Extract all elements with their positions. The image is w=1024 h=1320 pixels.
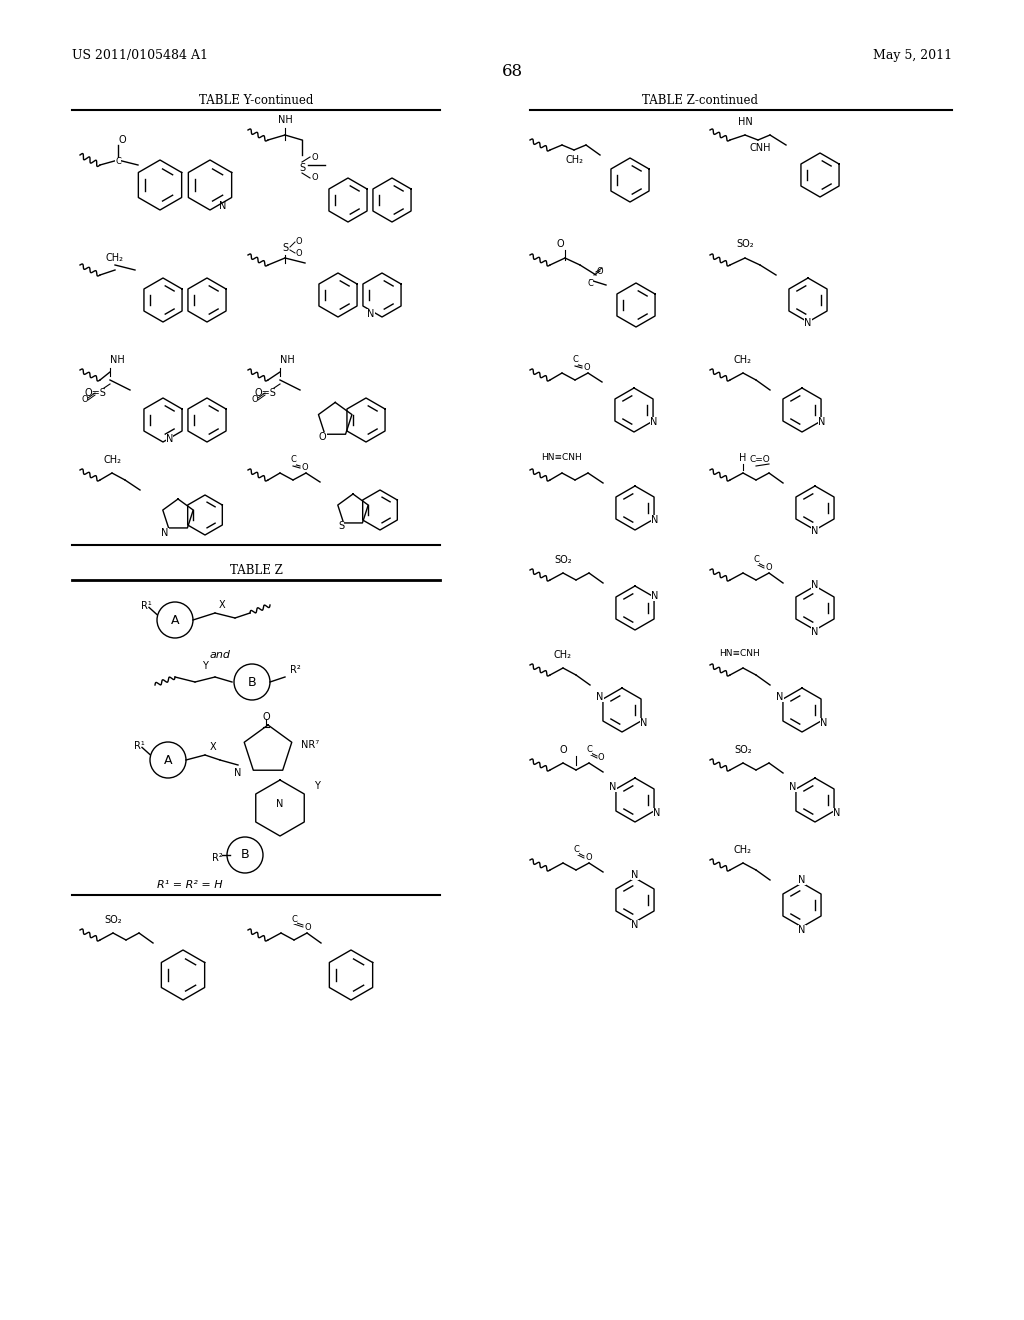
Text: N: N: [818, 417, 825, 426]
Text: N: N: [799, 875, 806, 884]
Text: R²: R²: [290, 665, 301, 675]
Text: O: O: [312, 173, 318, 182]
Text: C: C: [291, 915, 297, 924]
Text: R¹: R¹: [141, 601, 152, 611]
Text: N: N: [368, 309, 375, 318]
Text: X: X: [210, 742, 216, 752]
Text: N: N: [820, 718, 827, 727]
Text: S: S: [282, 243, 288, 253]
Text: A: A: [171, 614, 179, 627]
Text: B: B: [248, 676, 256, 689]
Text: H: H: [739, 453, 746, 463]
Text: N: N: [596, 693, 604, 702]
Text: and: and: [210, 649, 230, 660]
Text: N: N: [776, 693, 783, 702]
Text: S: S: [338, 521, 344, 531]
Text: O: O: [262, 711, 269, 722]
Text: R¹ = R² = H: R¹ = R² = H: [158, 880, 223, 890]
Text: TABLE Z-continued: TABLE Z-continued: [642, 94, 758, 107]
Text: CH₂: CH₂: [103, 455, 121, 465]
Text: C: C: [115, 157, 121, 166]
Text: May 5, 2011: May 5, 2011: [872, 49, 952, 62]
Text: N: N: [651, 591, 658, 602]
Text: HN: HN: [737, 117, 753, 127]
Text: C: C: [753, 556, 759, 565]
Text: C: C: [587, 280, 593, 289]
Text: O=S: O=S: [84, 388, 105, 399]
Text: N: N: [799, 925, 806, 936]
Text: B: B: [241, 849, 249, 862]
Text: CNH: CNH: [750, 143, 771, 153]
Text: A: A: [164, 754, 172, 767]
Text: O: O: [559, 744, 567, 755]
Text: N: N: [811, 527, 818, 536]
Text: NR⁷: NR⁷: [300, 741, 318, 750]
Text: O: O: [597, 268, 603, 276]
Text: S: S: [299, 162, 305, 173]
Text: N: N: [219, 201, 226, 211]
Text: C: C: [573, 846, 579, 854]
Text: O: O: [598, 754, 604, 763]
Text: N: N: [632, 870, 639, 879]
Text: N: N: [804, 318, 812, 329]
Text: Y: Y: [313, 780, 319, 791]
Text: O: O: [556, 239, 564, 249]
Text: O: O: [766, 564, 772, 573]
Text: O: O: [586, 854, 592, 862]
Text: O: O: [318, 432, 327, 442]
Text: C: C: [572, 355, 578, 364]
Text: HN≡CNH: HN≡CNH: [720, 649, 761, 659]
Text: N: N: [161, 528, 169, 539]
Text: O: O: [305, 923, 311, 932]
Text: N: N: [640, 718, 647, 727]
Text: 68: 68: [502, 63, 522, 81]
Text: Y: Y: [202, 661, 208, 671]
Text: C: C: [290, 455, 296, 465]
Text: SO₂: SO₂: [554, 554, 571, 565]
Text: SO₂: SO₂: [736, 239, 754, 249]
Text: C: C: [586, 746, 592, 755]
Text: O: O: [312, 153, 318, 161]
Text: N: N: [650, 417, 657, 426]
Text: N: N: [632, 920, 639, 931]
Text: SO₂: SO₂: [734, 744, 752, 755]
Text: X: X: [219, 601, 225, 610]
Text: CH₂: CH₂: [554, 649, 572, 660]
Text: TABLE Z: TABLE Z: [229, 564, 283, 577]
Text: N: N: [790, 783, 797, 792]
Text: TABLE Y-continued: TABLE Y-continued: [199, 94, 313, 107]
Text: N: N: [653, 808, 660, 817]
Text: NH: NH: [110, 355, 125, 366]
Text: O: O: [295, 238, 302, 247]
Text: HN≡CNH: HN≡CNH: [542, 454, 583, 462]
Text: N: N: [276, 799, 284, 809]
Text: CH₂: CH₂: [734, 845, 752, 855]
Text: R¹: R¹: [134, 741, 145, 751]
Text: US 2011/0105484 A1: US 2011/0105484 A1: [72, 49, 208, 62]
Text: O: O: [295, 248, 302, 257]
Text: CH₂: CH₂: [106, 253, 124, 263]
Text: N: N: [609, 783, 616, 792]
Text: O: O: [584, 363, 590, 372]
Text: O: O: [302, 463, 308, 473]
Text: N: N: [811, 579, 818, 590]
Text: O: O: [118, 135, 126, 145]
Text: O: O: [252, 396, 258, 404]
Text: N: N: [651, 515, 658, 524]
Text: N: N: [834, 808, 841, 817]
Text: O: O: [82, 396, 88, 404]
Text: R²: R²: [212, 853, 223, 863]
Text: N: N: [811, 627, 818, 638]
Text: O=S: O=S: [254, 388, 275, 399]
Text: N: N: [234, 768, 242, 777]
Text: C=O: C=O: [750, 455, 770, 465]
Text: CH₂: CH₂: [734, 355, 752, 366]
Text: SO₂: SO₂: [104, 915, 122, 925]
Text: N: N: [166, 434, 173, 444]
Text: NH: NH: [278, 115, 293, 125]
Text: CH₂: CH₂: [565, 154, 583, 165]
Text: NH: NH: [280, 355, 295, 366]
